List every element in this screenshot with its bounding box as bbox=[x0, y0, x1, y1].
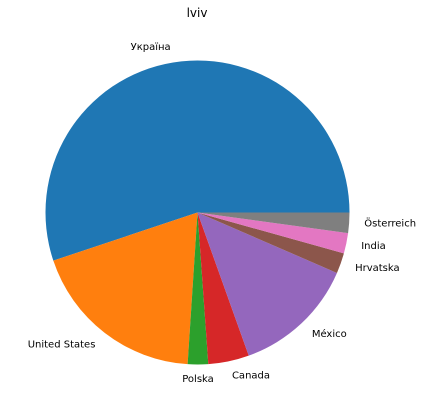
pie-label-polska: Polska bbox=[182, 374, 214, 385]
pie-slices bbox=[46, 61, 350, 365]
chart-title: lviv bbox=[187, 6, 208, 20]
pie-label-india: India bbox=[361, 241, 386, 252]
pie-label-hrvatska: Hrvatska bbox=[355, 263, 400, 274]
pie-label-mexico: México bbox=[312, 328, 347, 340]
pie-label-osterreich: Österreich bbox=[364, 216, 416, 229]
pie-label-canada: Canada bbox=[232, 371, 270, 382]
pie-label-0: Україна bbox=[131, 42, 171, 53]
pie-label-united-states: United States bbox=[28, 339, 96, 350]
